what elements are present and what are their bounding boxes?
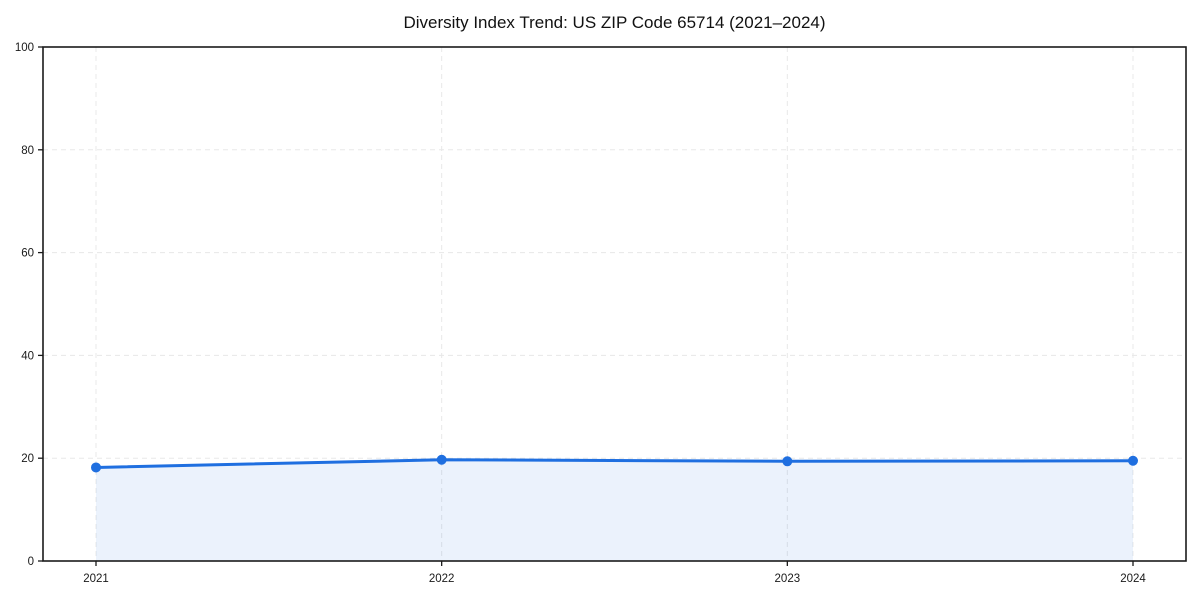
y-tick-label: 40 [21,350,34,362]
x-tick-label: 2024 [1120,573,1146,585]
area-fill [96,459,1133,561]
y-tick-label: 80 [21,145,34,157]
y-tick-label: 60 [21,248,34,260]
chart-title: Diversity Index Trend: US ZIP Code 65714… [403,13,826,32]
y-tick-label: 20 [21,453,34,465]
y-tick-label: 100 [15,42,34,54]
x-tick-label: 2021 [83,573,109,585]
y-tick-label: 0 [28,556,34,568]
data-point [436,454,447,465]
data-point [1128,455,1138,466]
plot-border [42,46,1187,562]
data-point [782,456,793,467]
x-tick-label: 2022 [429,573,455,585]
data-point [91,462,101,473]
data-line [94,458,1135,469]
x-tick-label: 2023 [775,573,801,585]
